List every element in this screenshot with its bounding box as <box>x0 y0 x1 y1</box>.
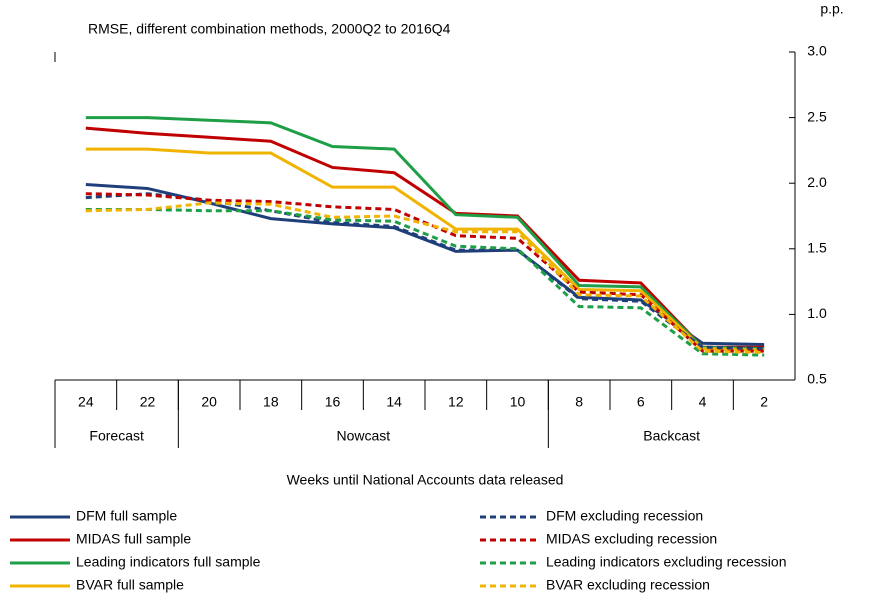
series-line <box>85 192 765 353</box>
x-tick-label: 24 <box>78 394 94 410</box>
x-tick-label: 22 <box>140 394 156 410</box>
y-tick-label: 1.0 <box>807 305 827 321</box>
x-tick-label: 12 <box>448 394 464 410</box>
y-tick-label: 2.5 <box>807 108 827 124</box>
chart-subtitle: RMSE, different combination methods, 200… <box>88 21 451 37</box>
x-tick-label: 18 <box>263 394 279 410</box>
y-tick-label: 1.5 <box>807 240 827 256</box>
y-tick-label: 0.5 <box>807 371 827 387</box>
group-label: Backcast <box>643 428 700 444</box>
legend-label: BVAR excluding recession <box>546 577 710 593</box>
x-tick-label: 6 <box>637 394 645 410</box>
x-axis-title: Weeks until National Accounts data relea… <box>287 472 564 488</box>
y-tick-label: 3.0 <box>807 43 827 59</box>
legend-label: DFM excluding recession <box>546 508 703 524</box>
legend-label: BVAR full sample <box>76 577 184 593</box>
series-line <box>85 147 765 352</box>
group-label: Nowcast <box>336 428 390 444</box>
group-label: Forecast <box>89 428 144 444</box>
x-tick-label: 10 <box>510 394 526 410</box>
y-unit: p.p. <box>820 1 843 17</box>
x-tick-label: 16 <box>325 394 341 410</box>
series-line <box>85 116 765 351</box>
legend-label: DFM full sample <box>76 508 177 524</box>
legend-label: Leading indicators excluding recession <box>546 554 786 570</box>
series-line <box>85 201 765 354</box>
x-tick-label: 2 <box>760 394 768 410</box>
x-tick-label: 14 <box>386 394 402 410</box>
legend-label: MIDAS excluding recession <box>546 531 717 547</box>
series-line <box>85 207 765 357</box>
x-tick-label: 8 <box>575 394 583 410</box>
series-line <box>85 126 765 349</box>
legend-label: Leading indicators full sample <box>76 554 261 570</box>
y-tick-label: 2.0 <box>807 174 827 190</box>
x-tick-label: 20 <box>201 394 217 410</box>
legend-label: MIDAS full sample <box>76 531 191 547</box>
x-tick-label: 4 <box>699 394 707 410</box>
